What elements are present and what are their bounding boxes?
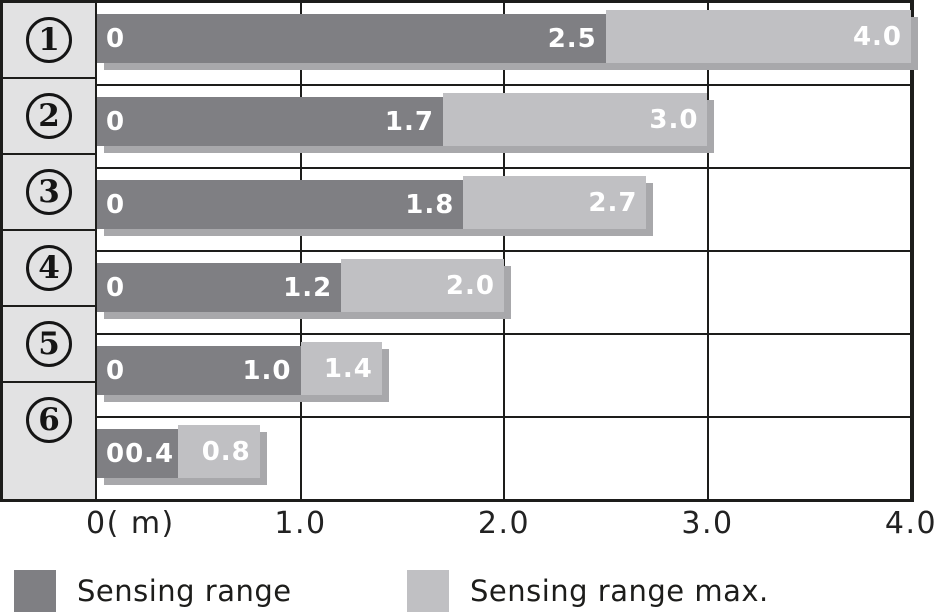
x-axis-tick: 1.0	[274, 506, 327, 541]
circled-number: 6	[26, 397, 72, 443]
sensing-range-max-value: 1.4	[323, 353, 373, 384]
sensing-range-bar: 0 1.0	[97, 346, 301, 395]
legend-label: Sensing range max.	[470, 573, 769, 608]
legend-swatch	[14, 570, 56, 612]
bar-start-value: 0	[106, 438, 126, 469]
row-label-cell: 6	[3, 383, 95, 457]
sensing-range-value: 1.0	[242, 355, 292, 386]
chart-row: 0 1.7 3.0	[97, 93, 911, 169]
sensing-range-max-bar: 0.8	[178, 425, 260, 478]
circled-number: 2	[26, 93, 72, 139]
x-axis-tick: 3.0	[681, 506, 734, 541]
bar-group: 0 2.5 4.0	[97, 10, 911, 63]
sensing-range-value: 1.2	[283, 272, 333, 303]
sensing-range-max-bar: 1.4	[300, 342, 382, 395]
row-label-cell: 4	[3, 231, 95, 307]
bar-start-value: 0	[106, 189, 126, 220]
sensing-range-value: 1.7	[384, 106, 434, 137]
sensing-range-max-bar: 4.0	[605, 10, 911, 63]
sensing-range-value: 2.5	[547, 23, 597, 54]
x-axis-tick: 4.0	[884, 506, 938, 541]
plot-area: 0 2.5 4.0 0 1.7 3.0 0 1.8 2.7	[97, 3, 912, 499]
legend: Sensing range Sensing range max.	[0, 568, 940, 614]
chart-row: 0 2.5 4.0	[97, 10, 911, 86]
legend-swatch	[407, 570, 449, 612]
bar-start-value: 0	[106, 106, 126, 137]
sensing-range-bar: 0 1.7	[97, 97, 443, 146]
bar-start-value: 0	[106, 23, 126, 54]
circled-number: 1	[26, 17, 72, 63]
bar-group: 0 1.7 3.0	[97, 93, 911, 146]
sensing-range-max-value: 0.8	[201, 436, 251, 467]
sensing-range-max-value: 3.0	[649, 104, 699, 135]
gridline	[910, 3, 912, 499]
legend-item: Sensing range max.	[407, 570, 769, 612]
sensing-range-max-bar: 3.0	[442, 93, 708, 146]
bar-group: 0 1.2 2.0	[97, 259, 911, 312]
bar-group: 0 0.4 0.8	[97, 425, 911, 478]
sensing-range-max-value: 4.0	[852, 21, 902, 52]
x-axis: 0( m) 1.0 2.0 3.0 4.0	[86, 502, 936, 548]
sensing-range-max-bar: 2.0	[341, 259, 504, 312]
sensing-range-max-value: 2.0	[445, 270, 495, 301]
sensing-range-max-value: 2.7	[588, 187, 638, 218]
x-axis-tick: 2.0	[477, 506, 531, 541]
sensing-range-bar: 0 0.4	[97, 429, 179, 478]
circled-number: 5	[26, 321, 72, 367]
sensing-range-bar: 0 2.5	[97, 14, 606, 63]
circled-number: 3	[26, 169, 72, 215]
row-label-cell: 1	[3, 3, 95, 79]
row-label-cell: 3	[3, 155, 95, 231]
legend-label: Sensing range	[77, 573, 292, 608]
chart-row: 0 1.0 1.4	[97, 342, 911, 418]
bars-host: 0 2.5 4.0 0 1.7 3.0 0 1.8 2.7	[97, 10, 911, 499]
row-label-cell: 2	[3, 79, 95, 155]
sensing-range-bar: 0 1.8	[97, 180, 464, 229]
x-axis-tick: 0( m)	[86, 506, 175, 541]
chart-grid: 1 2 3 4 5 6 0 2.5 4.0 0	[0, 0, 914, 502]
row-label-cell: 5	[3, 307, 95, 383]
chart-row: 0 1.8 2.7	[97, 176, 911, 252]
sensing-range-bar: 0 1.2	[97, 263, 342, 312]
legend-item: Sensing range	[14, 570, 292, 612]
circled-number: 4	[26, 245, 72, 291]
sensing-range-max-bar: 2.7	[463, 176, 647, 229]
bar-group: 0 1.8 2.7	[97, 176, 911, 229]
bar-start-value: 0	[106, 272, 126, 303]
sensing-range-value: 0.4	[125, 438, 175, 469]
chart-row: 0 0.4 0.8	[97, 425, 911, 499]
bar-group: 0 1.0 1.4	[97, 342, 911, 395]
row-labels-column: 1 2 3 4 5 6	[3, 3, 97, 499]
chart-row: 0 1.2 2.0	[97, 259, 911, 335]
bar-start-value: 0	[106, 355, 126, 386]
sensing-range-value: 1.8	[405, 189, 455, 220]
